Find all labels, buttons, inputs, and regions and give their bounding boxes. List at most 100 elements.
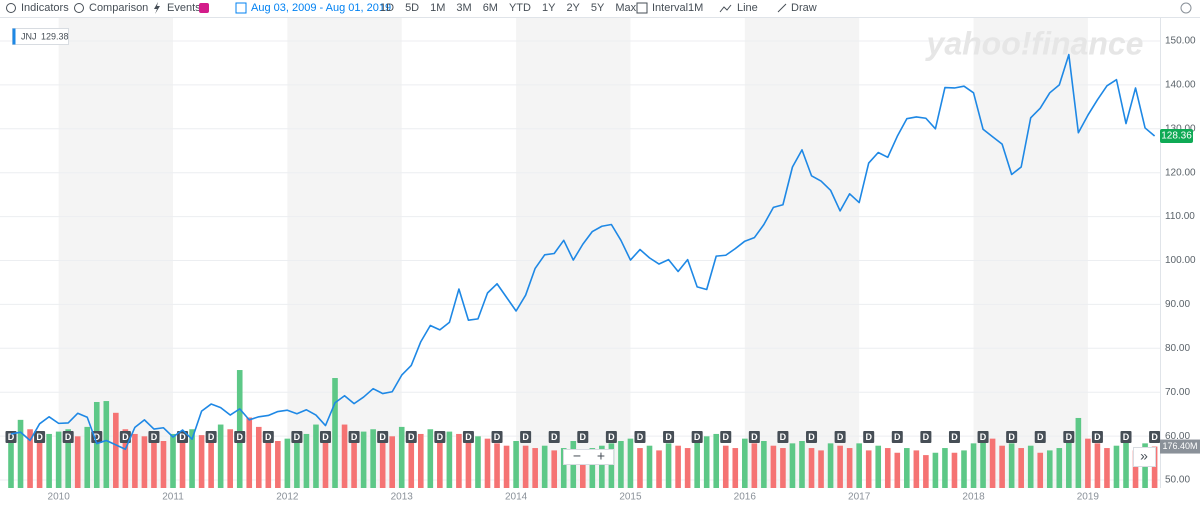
y-tick-label: 100.00 [1165, 255, 1196, 266]
volume-bars [8, 370, 1158, 488]
range-button[interactable]: 5D [405, 2, 419, 14]
dividend-label: D [208, 432, 215, 442]
comparison-button[interactable]: Comparison [89, 2, 148, 14]
volume-bar [1094, 443, 1101, 488]
dividend-label: D [437, 432, 444, 442]
scroll-button[interactable]: » [1140, 448, 1148, 464]
dividend-label: D [923, 432, 930, 442]
volume-bar [856, 443, 862, 488]
volume-bar [84, 426, 91, 488]
range-button[interactable]: 3M [456, 2, 471, 14]
volume-bar [513, 441, 519, 488]
volume-bar [1046, 450, 1053, 488]
volume-bar [951, 452, 958, 488]
price-tag-label: 128.36 [1161, 131, 1192, 142]
dividend-label: D [322, 432, 329, 442]
dividend-badge [834, 431, 846, 443]
dividend-badge [605, 431, 617, 443]
dividend-badge [863, 431, 875, 443]
range-button[interactable]: Max [615, 2, 636, 14]
dividend-label: D [379, 432, 386, 442]
x-tick-label: 2017 [848, 492, 871, 503]
dividend-badge [491, 431, 503, 443]
volume-bar [761, 441, 767, 488]
range-button[interactable]: 2Y [566, 2, 580, 14]
volume-bar [65, 429, 71, 488]
volume-bar [151, 438, 157, 488]
x-tick-label: 2012 [276, 492, 299, 503]
watermark: yahoo!finance [925, 25, 1144, 61]
y-tick-label: 60.00 [1165, 431, 1190, 442]
interval-label[interactable]: Interval [652, 2, 688, 14]
dividend-badge [891, 431, 903, 443]
dividend-badge [462, 431, 474, 443]
icon [154, 2, 160, 14]
interval-value[interactable]: 1M [688, 2, 703, 14]
dividend-label: D [122, 432, 129, 442]
y-tick-label: 130.00 [1165, 123, 1196, 134]
dividend-badge [1034, 431, 1046, 443]
dividend-badge [62, 431, 74, 443]
volume-bar [694, 441, 700, 488]
dividend-label: D [1094, 432, 1101, 442]
draw-button[interactable]: Draw [791, 2, 817, 14]
dividend-label: D [236, 432, 243, 442]
volume-bar [589, 448, 596, 488]
range-button[interactable]: 1M [430, 2, 445, 14]
chart-style[interactable]: Line [737, 2, 758, 14]
dividend-badge [663, 431, 675, 443]
volume-bar [103, 401, 110, 488]
volume-bar [751, 443, 758, 488]
volume-bar [923, 455, 929, 488]
volume-bar [208, 438, 214, 488]
volume-bar [313, 424, 319, 488]
dividend-badge [720, 431, 732, 443]
dividend-badge [948, 431, 960, 443]
volume-bar [74, 436, 81, 488]
dividend-badge [1091, 431, 1103, 443]
range-button[interactable]: 1Y [542, 2, 556, 14]
dividend-label: D [179, 432, 186, 442]
volume-bar [398, 426, 405, 488]
settings-icon[interactable] [1180, 2, 1192, 14]
dividend-label: D [294, 432, 301, 442]
dividend-badge [319, 431, 331, 443]
y-tick-label: 150.00 [1165, 36, 1196, 47]
volume-bar [265, 431, 272, 488]
dividend-label: D [1037, 432, 1044, 442]
range-button[interactable]: 1D [380, 2, 394, 14]
dividend-label: D [151, 432, 158, 442]
volume-bar [703, 436, 710, 488]
dividend-badge [1149, 431, 1161, 443]
toolbar: Indicators Comparison Events Aug 03, 200… [0, 2, 1200, 18]
dividend-label: D [894, 432, 901, 442]
dividend-label: D [551, 432, 558, 442]
volume-bar [427, 429, 434, 488]
volume-bar [1037, 452, 1044, 488]
volume-bar [742, 438, 748, 488]
dividend-badge [777, 431, 789, 443]
volume-bar [1085, 438, 1091, 488]
date-range[interactable]: Aug 03, 2009 - Aug 01, 2019 [251, 2, 391, 14]
volume-bar [437, 436, 443, 488]
dividend-badge [234, 431, 246, 443]
volume-bar [989, 438, 996, 488]
volume-bar [27, 429, 33, 488]
zoom-controls: − + » [563, 447, 1156, 467]
indicators-button[interactable]: Indicators [21, 2, 69, 14]
year-band [58, 18, 174, 488]
volume-bar [141, 436, 148, 488]
zoom-in[interactable]: + [597, 448, 605, 464]
range-button[interactable]: 5Y [591, 2, 605, 14]
events-button[interactable]: Events [167, 2, 201, 14]
x-tick-label: 2018 [962, 492, 985, 503]
dividend-label: D [808, 432, 815, 442]
dividend-badge [577, 431, 589, 443]
dividend-label: D [265, 432, 272, 442]
volume-bar [332, 378, 338, 488]
zoom-out[interactable]: − [573, 448, 581, 464]
volume-bar [875, 445, 882, 488]
legend-swatch [12, 28, 16, 45]
range-button[interactable]: YTD [509, 2, 531, 14]
range-button[interactable]: 6M [483, 2, 498, 14]
